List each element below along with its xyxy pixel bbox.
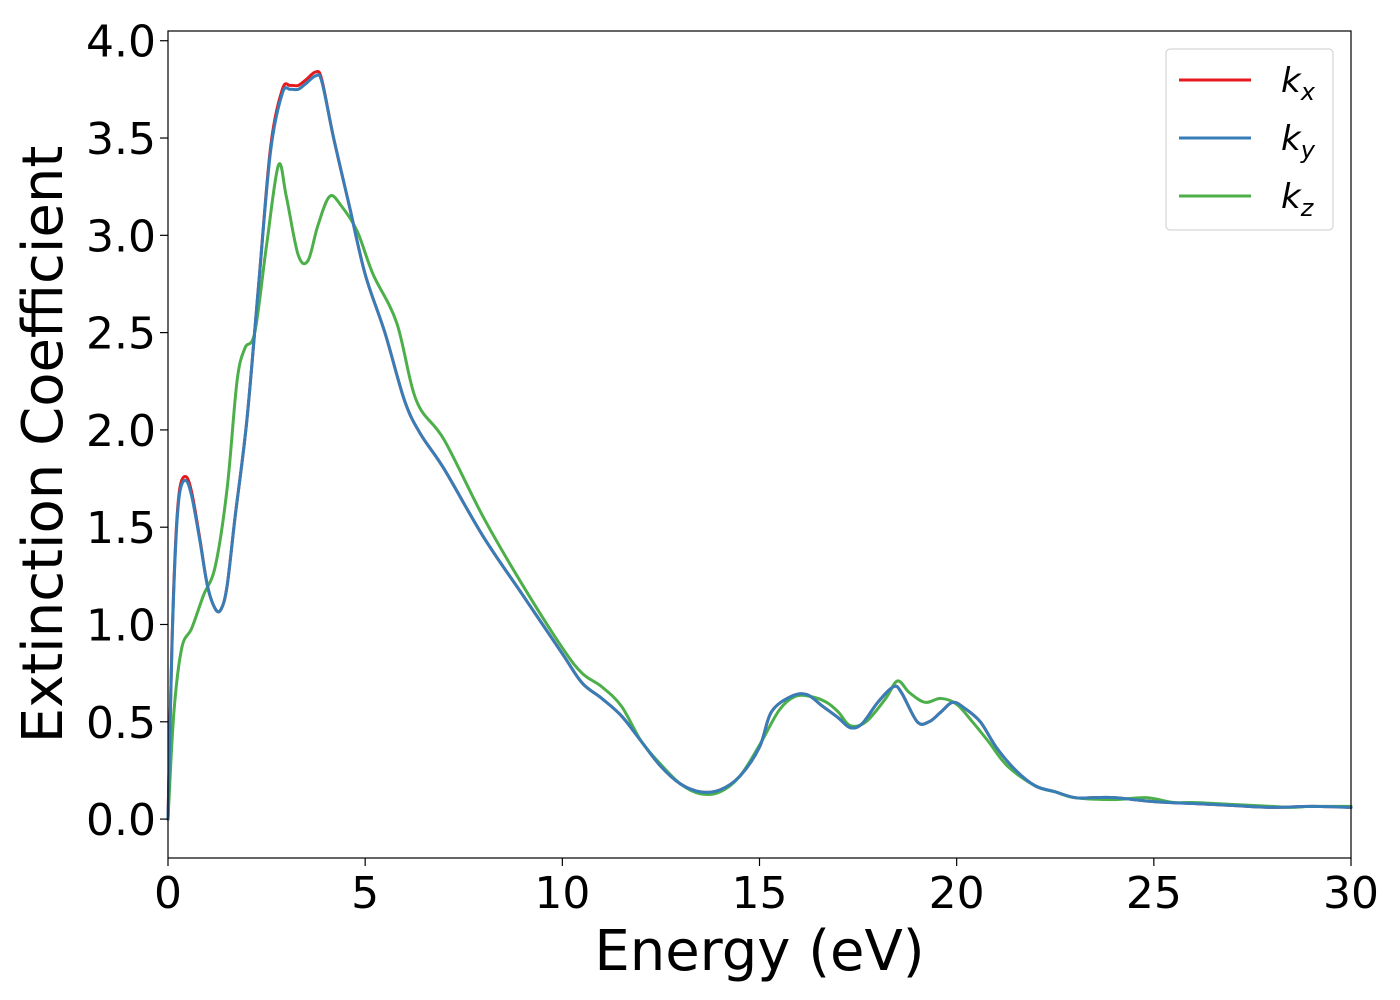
x-tick-label: 10	[534, 868, 590, 919]
y-tick-label: 3.0	[86, 211, 156, 262]
series-layer	[166, 69, 1353, 821]
y-tick-label: 2.5	[86, 309, 156, 360]
y-tick-label: 0.5	[86, 698, 156, 749]
series-line-y	[166, 73, 1353, 821]
x-tick-label: 5	[351, 868, 379, 919]
legend-label-subscript: y	[1300, 136, 1316, 164]
x-tick-label: 30	[1323, 868, 1379, 919]
y-tick-label: 3.5	[86, 114, 156, 165]
legend-label-z: kz	[1281, 177, 1315, 222]
y-tick-label: 0.0	[86, 795, 156, 846]
y-axis-title: Extinction Coefficient	[11, 146, 76, 744]
y-tick-label: 2.0	[86, 406, 156, 457]
legend-label-main: k	[1281, 119, 1302, 159]
x-tick-label: 20	[929, 868, 985, 919]
legend-label-subscript: z	[1300, 194, 1315, 222]
legend-label-y: ky	[1281, 119, 1316, 164]
y-axis: 0.0 0.5 1.0 1.5 2.0 2.5 3.0 3.5 4.0	[86, 17, 168, 846]
x-tick-label: 0	[154, 868, 182, 919]
y-tick-label: 4.0	[86, 17, 156, 68]
x-axis-title: Energy (eV)	[594, 919, 924, 984]
y-tick-label: 1.5	[86, 503, 156, 554]
x-tick-label: 25	[1126, 868, 1182, 919]
x-axis: 0 5 10 15 20 25 30	[154, 858, 1379, 919]
legend-label-main: k	[1281, 61, 1302, 101]
x-tick-label: 15	[732, 868, 788, 919]
legend-label-main: k	[1281, 177, 1302, 217]
legend-label-x: kx	[1281, 61, 1316, 106]
legend-label-subscript: x	[1300, 78, 1316, 106]
y-tick-label: 1.0	[86, 600, 156, 651]
